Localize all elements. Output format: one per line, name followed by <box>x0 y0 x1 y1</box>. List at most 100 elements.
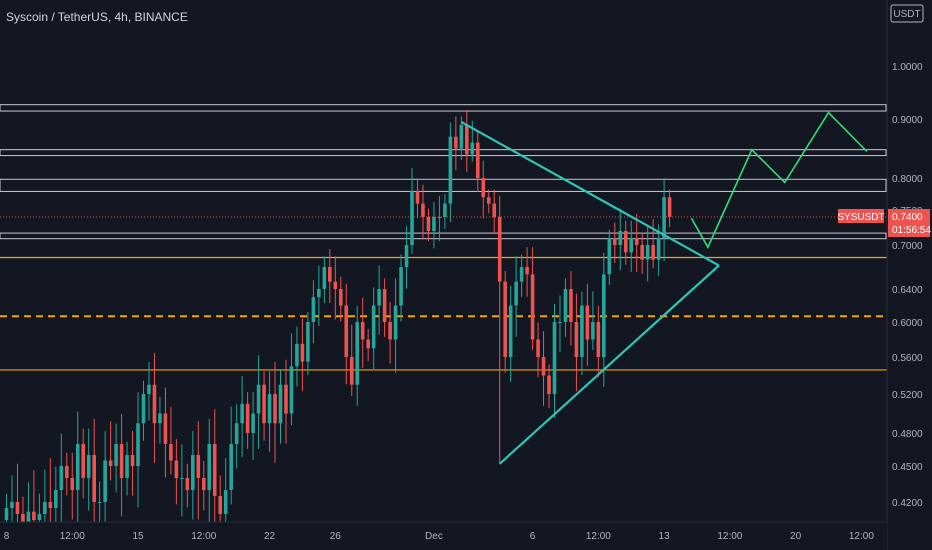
candle-88[interactable] <box>486 189 491 214</box>
candle-86[interactable] <box>475 131 480 193</box>
candle-65[interactable] <box>360 297 365 369</box>
candle-37[interactable] <box>207 418 212 523</box>
candle-42[interactable] <box>234 404 239 469</box>
candle-22[interactable] <box>125 441 129 496</box>
candle-32[interactable] <box>180 444 184 517</box>
candle-60[interactable] <box>333 256 338 320</box>
candle-41[interactable] <box>229 406 233 505</box>
candle-81[interactable] <box>448 122 453 222</box>
candle-80[interactable] <box>443 194 447 229</box>
candle-61[interactable] <box>338 276 343 322</box>
candle-112[interactable] <box>618 208 623 271</box>
candle-23[interactable] <box>130 431 135 496</box>
candle-26[interactable] <box>147 362 151 421</box>
candle-103[interactable] <box>569 271 573 346</box>
candle-120[interactable] <box>662 178 666 262</box>
candle-84[interactable] <box>465 109 469 172</box>
candle-30[interactable] <box>169 406 173 475</box>
candle-109[interactable] <box>602 252 606 387</box>
candle-114[interactable] <box>629 220 634 273</box>
candle-46[interactable] <box>256 355 261 449</box>
candle-79[interactable] <box>437 195 442 242</box>
candle-50[interactable] <box>278 369 283 444</box>
candle-15[interactable] <box>86 428 91 511</box>
candle-31[interactable] <box>174 439 179 505</box>
candle-77[interactable] <box>426 208 431 242</box>
candle-47[interactable] <box>262 371 266 441</box>
candle-8[interactable] <box>48 458 53 523</box>
candle-21[interactable] <box>119 413 124 517</box>
candle-78[interactable] <box>432 202 436 249</box>
candle-110[interactable] <box>607 229 612 285</box>
candle-54[interactable] <box>300 318 305 392</box>
candle-14[interactable] <box>81 428 86 499</box>
candle-108[interactable] <box>596 305 601 378</box>
candle-43[interactable] <box>240 375 244 458</box>
candle-51[interactable] <box>284 359 288 444</box>
candle-101[interactable] <box>558 295 562 353</box>
candle-90[interactable] <box>497 195 502 464</box>
candle-13[interactable] <box>75 411 80 532</box>
candle-89[interactable] <box>492 189 497 235</box>
candle-83[interactable] <box>459 116 464 161</box>
candle-71[interactable] <box>393 278 398 373</box>
candle-67[interactable] <box>371 287 376 371</box>
candle-87[interactable] <box>481 160 486 219</box>
candle-44[interactable] <box>245 392 250 449</box>
candle-113[interactable] <box>623 220 628 265</box>
candle-20[interactable] <box>114 423 118 493</box>
candle-18[interactable] <box>103 431 107 538</box>
candle-68[interactable] <box>377 265 381 335</box>
candle-98[interactable] <box>541 331 546 406</box>
candle-25[interactable] <box>141 380 146 441</box>
candle-56[interactable] <box>311 280 316 344</box>
candle-10[interactable] <box>59 433 64 529</box>
candle-118[interactable] <box>651 219 655 269</box>
candle-57[interactable] <box>317 265 321 326</box>
candle-11[interactable] <box>64 452 69 496</box>
candle-82[interactable] <box>454 116 458 171</box>
candle-63[interactable] <box>349 324 354 396</box>
candle-29[interactable] <box>163 387 168 478</box>
candle-34[interactable] <box>191 431 195 520</box>
candle-106[interactable] <box>585 283 590 366</box>
candle-27[interactable] <box>152 353 157 463</box>
candle-104[interactable] <box>574 293 579 392</box>
candle-93[interactable] <box>514 256 518 337</box>
candle-49[interactable] <box>273 362 277 463</box>
candle-12[interactable] <box>70 452 75 520</box>
candle-94[interactable] <box>519 254 524 297</box>
candle-33[interactable] <box>185 463 190 508</box>
candle-117[interactable] <box>645 226 650 282</box>
candle-48[interactable] <box>267 371 272 452</box>
candle-38[interactable] <box>212 409 217 541</box>
candle-53[interactable] <box>295 326 299 387</box>
candle-116[interactable] <box>640 233 644 274</box>
candle-76[interactable] <box>421 184 425 240</box>
candle-73[interactable] <box>404 226 409 289</box>
candle-102[interactable] <box>563 278 568 337</box>
candle-121[interactable] <box>667 189 672 228</box>
candle-55[interactable] <box>306 312 310 376</box>
candle-115[interactable] <box>634 213 639 273</box>
candle-75[interactable] <box>415 178 420 219</box>
candle-24[interactable] <box>136 392 140 508</box>
candle-105[interactable] <box>580 291 584 376</box>
candle-74[interactable] <box>410 167 414 254</box>
candle-62[interactable] <box>344 283 349 385</box>
candle-97[interactable] <box>536 322 540 378</box>
candle-96[interactable] <box>530 247 535 350</box>
candle-107[interactable] <box>591 291 595 350</box>
candle-58[interactable] <box>322 256 327 304</box>
candle-66[interactable] <box>366 329 370 362</box>
candle-92[interactable] <box>508 285 513 382</box>
candle-99[interactable] <box>547 364 551 409</box>
candle-95[interactable] <box>525 247 529 297</box>
candle-28[interactable] <box>158 396 162 444</box>
candle-19[interactable] <box>108 421 113 481</box>
candle-35[interactable] <box>196 421 201 520</box>
candle-59[interactable] <box>328 249 332 304</box>
candle-70[interactable] <box>388 301 392 364</box>
candle-17[interactable] <box>97 481 102 526</box>
